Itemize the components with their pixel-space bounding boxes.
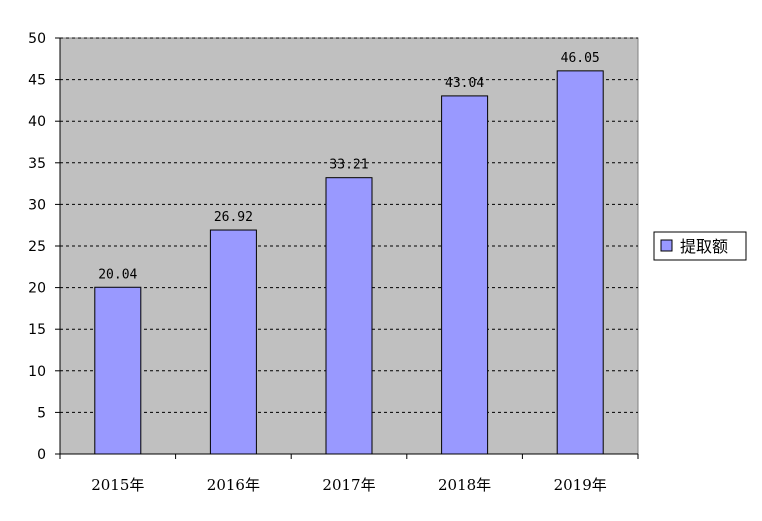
y-tick-label: 20 [28, 281, 46, 297]
bar [209, 229, 257, 455]
data-label: 46.05 [561, 51, 600, 66]
data-label: 33.21 [329, 158, 368, 173]
data-label: 26.92 [214, 210, 253, 225]
data-label: 20.04 [98, 267, 137, 282]
y-tick-label: 45 [28, 73, 46, 89]
y-tick-label: 25 [28, 239, 46, 255]
y-axis-ticks: 0 5 10 15 20 25 30 35 40 45 50 [28, 31, 60, 463]
x-tick-label: 2019年 [554, 476, 607, 494]
x-axis-ticks: 2015年 2016年 2017年 2018年 2019年 [59, 454, 639, 494]
data-labels: 20.04 26.92 33.21 43.04 46.05 [98, 51, 600, 282]
y-tick-label: 5 [37, 405, 46, 421]
y-tick-label: 50 [28, 31, 46, 47]
legend: 提取额 [653, 231, 747, 261]
legend-label: 提取额 [680, 237, 728, 256]
bar [94, 286, 142, 455]
y-tick-label: 30 [28, 197, 46, 213]
x-tick-label: 2016年 [207, 476, 260, 494]
bar [556, 70, 604, 455]
y-tick-label: 35 [28, 156, 46, 172]
bar [325, 177, 373, 455]
y-tick-label: 0 [37, 447, 46, 463]
y-tick-label: 10 [28, 364, 46, 380]
x-tick-label: 2017年 [322, 476, 375, 494]
bar [441, 95, 489, 455]
x-tick-label: 2018年 [438, 476, 491, 494]
data-label: 43.04 [445, 76, 484, 91]
x-tick-label: 2015年 [91, 476, 144, 494]
y-tick-label: 15 [28, 322, 46, 338]
gridlines [60, 37, 638, 413]
legend-swatch [660, 239, 673, 252]
y-tick-label: 40 [28, 114, 46, 130]
